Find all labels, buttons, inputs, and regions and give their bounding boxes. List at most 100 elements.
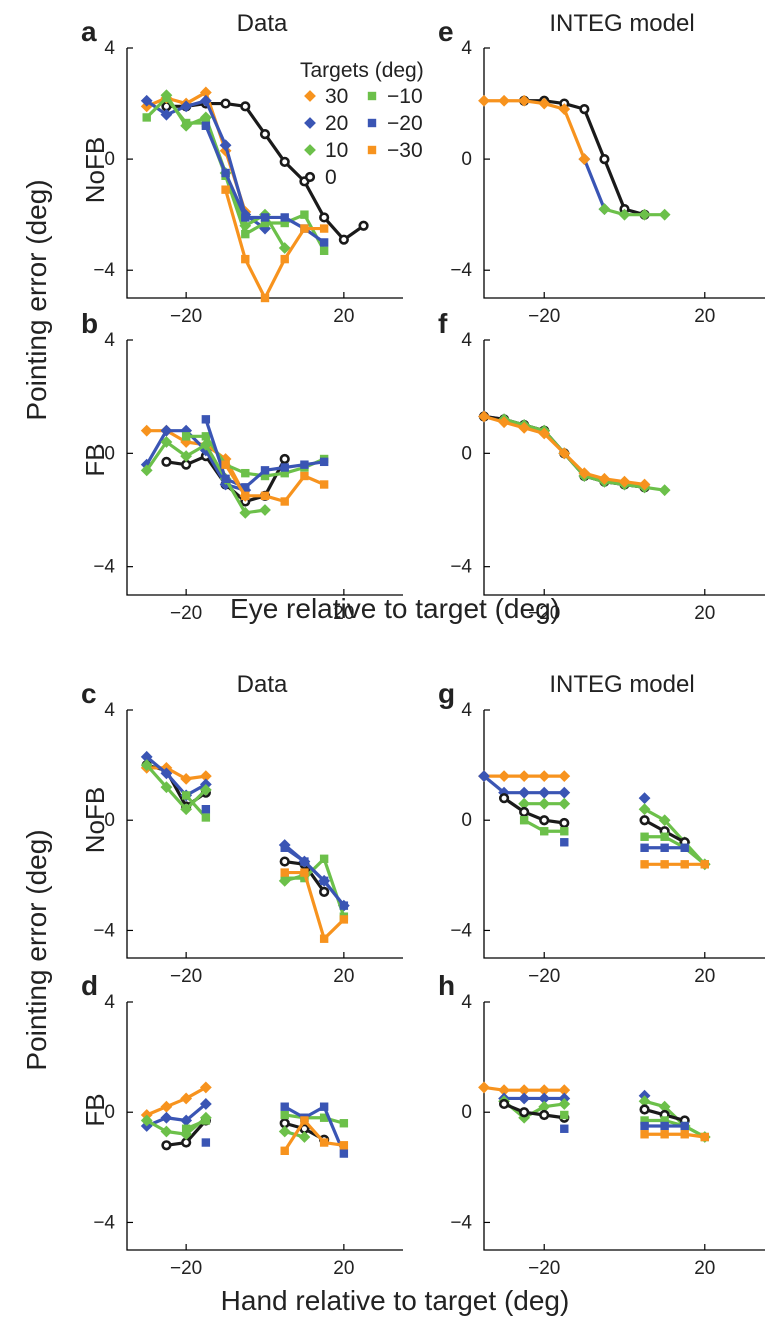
ylabel-top: Pointing error (deg): [21, 179, 52, 420]
data-point-b--30: [300, 471, 309, 481]
data-point-b--20: [319, 457, 329, 467]
data-point-d-0: [161, 1140, 172, 1151]
data-point-h--10: [640, 1116, 649, 1125]
data-point-e-0: [579, 104, 590, 115]
data-point-a--30: [221, 185, 230, 194]
data-point-d--20: [339, 1149, 349, 1158]
data-point-h--30: [660, 1130, 669, 1139]
data-point-h-0: [639, 1104, 650, 1115]
legend: Targets (deg) 30 −10 20 −20 10 −30 0: [300, 59, 424, 189]
data-point-g-10: [538, 797, 551, 810]
data-point-g-20: [478, 770, 490, 783]
data-point-f-30: [518, 421, 531, 434]
series-g-30: [478, 770, 571, 783]
data-point-b-10: [259, 504, 271, 516]
data-point-f-10: [658, 484, 671, 497]
panel-letter-e: e: [438, 16, 454, 47]
legend-entry--10: −10: [367, 85, 423, 108]
xtick-label-c: −20: [170, 966, 202, 987]
series-f-30: [478, 410, 651, 491]
data-point-c-10: [199, 784, 212, 796]
ytick-label-h: 0: [461, 1102, 472, 1123]
xtick-label-c: 20: [333, 966, 354, 987]
series-d--20: [201, 1102, 349, 1158]
series-h--30: [640, 1130, 709, 1142]
data-point-d-30: [160, 1100, 173, 1113]
data-point-b--30: [241, 491, 250, 501]
series-line-c-10: [145, 763, 208, 811]
data-point-f-30: [478, 410, 490, 423]
data-point-f-30: [618, 475, 631, 488]
data-point-d--20: [201, 1138, 211, 1147]
legend-marker-0: [304, 171, 316, 183]
data-point-c--20: [280, 843, 289, 852]
data-point-b-30: [140, 424, 153, 437]
ytick-label-f: −4: [450, 557, 472, 578]
data-point-h--30: [640, 1130, 649, 1139]
ytick-label-b: 4: [104, 330, 115, 351]
xtick-label-f: 20: [694, 603, 715, 624]
data-point-c-0: [319, 886, 330, 897]
data-point-f-30: [498, 416, 510, 429]
legend-label-0: 0: [325, 166, 337, 189]
data-point-g-30: [518, 770, 531, 783]
series-e-30: [478, 94, 591, 166]
data-point-d-30: [180, 1092, 193, 1105]
legend-entry-20: 20: [304, 112, 348, 135]
data-point-d-10: [298, 1131, 311, 1143]
ytick-label-c: 0: [104, 810, 115, 831]
series-line-h--10: [642, 1118, 707, 1139]
data-point-g-20: [518, 786, 531, 799]
col-title-model-top: INTEG model: [549, 10, 694, 37]
data-point-b-10: [140, 464, 153, 477]
data-point-g--10: [660, 832, 669, 841]
series-line-d-30: [145, 1085, 208, 1117]
legend-marker--20: [367, 118, 377, 128]
legend-marker-10: [304, 144, 316, 156]
ytick-label-h: −4: [450, 1212, 472, 1233]
panel-g: g −4 0 4 −20 20: [438, 678, 765, 987]
series-e-10: [598, 203, 671, 221]
data-point-d--10: [319, 1113, 329, 1122]
data-point-g-10: [658, 814, 671, 827]
xtick-label-e: 20: [694, 306, 715, 327]
panel-letter-c: c: [81, 678, 97, 709]
panel-letter-d: d: [81, 970, 98, 1001]
data-point-c--30: [339, 915, 349, 924]
panel-h: h −4 0 4 −20 20: [438, 970, 765, 1279]
row-label-nofb-top: NoFB: [80, 137, 110, 203]
data-point-a-0: [279, 156, 290, 167]
series-line-e-10: [602, 207, 667, 217]
data-point-c--20: [319, 876, 329, 886]
xtick-label-e: −20: [528, 306, 560, 327]
ytick-label-a: 4: [104, 38, 115, 59]
data-point-e-10: [618, 208, 631, 221]
data-point-h--30: [680, 1130, 689, 1139]
axes-a: [126, 48, 403, 299]
data-point-g--20: [660, 843, 669, 852]
data-point-g-30: [558, 770, 571, 783]
data-point-b--10: [260, 471, 270, 481]
data-point-a--20: [241, 213, 250, 222]
data-point-c--10: [280, 873, 289, 883]
ytick-label-b: −4: [93, 557, 115, 578]
ytick-label-c: 4: [104, 700, 115, 721]
series-b-10: [140, 436, 271, 519]
data-point-b-10: [160, 436, 173, 448]
data-point-b--30: [260, 491, 270, 501]
series-line-g-10: [642, 807, 707, 866]
data-point-g--20: [640, 843, 649, 852]
data-point-d-10: [140, 1114, 153, 1127]
data-point-g--10: [560, 827, 569, 836]
data-point-b--30: [280, 497, 289, 506]
data-point-a-0: [319, 212, 330, 223]
xtick-label-h: −20: [528, 1258, 560, 1279]
data-point-b-0: [161, 456, 172, 467]
data-point-b--20: [300, 460, 309, 469]
data-point-h--10: [660, 1116, 669, 1125]
data-point-d--30: [300, 1116, 309, 1125]
legend-label--30: −30: [387, 139, 423, 162]
data-point-a--10: [280, 218, 289, 228]
data-point-a-20: [180, 100, 193, 113]
